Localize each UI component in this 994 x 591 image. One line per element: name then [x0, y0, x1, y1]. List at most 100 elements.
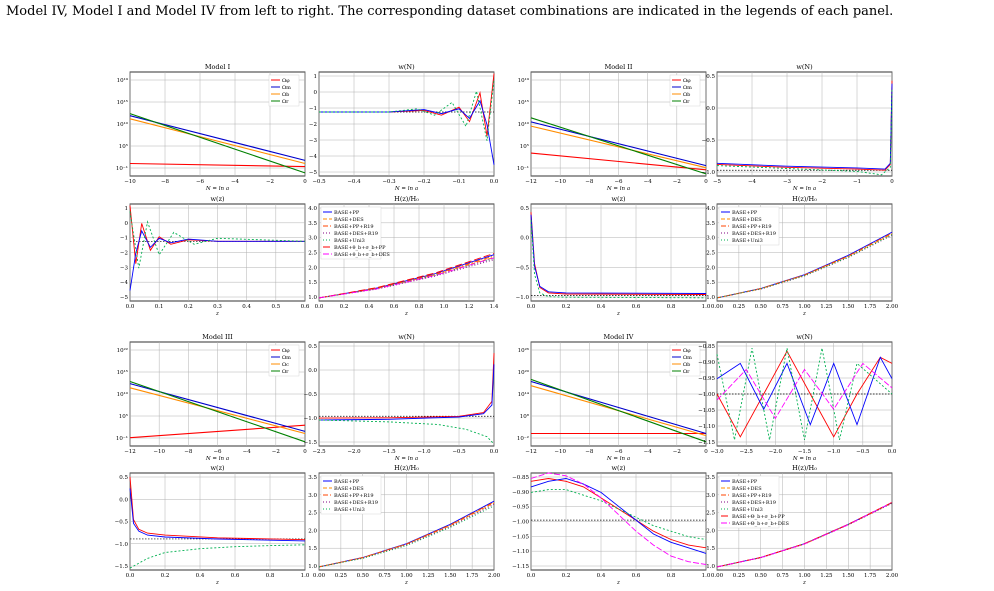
legend-entry: BASE+Uni3	[732, 507, 763, 513]
y-tick-label: 0	[314, 90, 318, 96]
y-tick-label: −1.15	[698, 440, 715, 446]
x-tick-label: 0.0	[126, 573, 135, 579]
x-tick-label: −3.0	[710, 449, 724, 455]
panel-title: H(z)/H₀	[394, 195, 419, 203]
panel-model2-wN: w(N) −5 −4 −3 −2 −1 0 N = ln a 0.5 0.0 −0.5 −1.0	[702, 63, 895, 192]
y-tick-label: −0.5	[702, 138, 716, 144]
panel-model1-wN: w(N) −0.5 −0.4 −0.3 −0.2 −0.1 0.0 N = ln a 1 0 −1 −…	[309, 63, 499, 192]
x-tick-label: 1.0	[301, 573, 310, 579]
y-tick-label: −1.05	[698, 408, 715, 414]
x-tick-label: 0.0	[527, 304, 536, 310]
panel-model1-density: Model I −10 −8 −6 −4 −2 0 N = ln a 10⁻¹ 10⁵ 10¹⁰ 10…	[116, 63, 307, 192]
x-tick-label: 2.00	[488, 573, 501, 579]
y-tick-label: −0.5	[516, 265, 530, 271]
x-axis-label: z	[215, 311, 219, 317]
series-line	[530, 478, 707, 554]
legend-entry: Ωm	[683, 85, 692, 91]
x-tick-label: −2	[272, 449, 280, 455]
series-line	[129, 424, 306, 439]
legend-entry: BASE+DES	[334, 486, 364, 492]
x-tick-label: 0.0	[490, 449, 499, 455]
y-tick-label: −1	[309, 106, 317, 112]
series-line	[319, 99, 495, 165]
y-tick-label: −5	[309, 170, 318, 176]
series-line	[530, 121, 707, 167]
series-line	[716, 350, 893, 438]
y-tick-label: 10⁻²	[517, 435, 529, 442]
legend-entry: BASE+Uni3	[732, 238, 763, 244]
x-tick-label: 0.75	[777, 573, 790, 579]
x-tick-label: 0.6	[632, 573, 641, 579]
figure-caption: Model IV, Model I and Model IV from left…	[6, 4, 894, 19]
x-tick-label: 0.4	[365, 304, 374, 310]
x-tick-label: 0.25	[733, 573, 746, 579]
legend-entry: BASE+PP+R19	[732, 493, 772, 499]
x-tick-label: 1.25	[820, 573, 833, 579]
x-tick-label: 1.0	[440, 304, 449, 310]
legend-entry: Ωb	[683, 92, 690, 98]
y-tick-label: 4.0	[308, 206, 317, 212]
y-tick-label: 3.5	[706, 221, 715, 227]
legend-entry: BASE+PP+R19	[334, 493, 374, 499]
x-tick-label: −4	[231, 179, 240, 185]
legend-entry: Ωφ	[683, 78, 691, 84]
x-axis-label: N = ln a	[606, 456, 630, 462]
x-tick-label: 0.1	[155, 304, 164, 310]
x-tick-label: 0	[890, 179, 894, 185]
x-tick-label: 0.2	[562, 573, 571, 579]
x-tick-label: −10	[153, 449, 165, 455]
y-tick-label: −1.00	[512, 520, 529, 526]
x-tick-label: 0.00	[711, 304, 724, 310]
series-line	[716, 234, 893, 299]
series-line	[530, 489, 707, 540]
y-tick-label: 0.0	[520, 236, 529, 242]
y-tick-label: 0.0	[706, 106, 715, 112]
panel-title: w(N)	[398, 333, 415, 341]
x-tick-label: 0.0	[315, 304, 324, 310]
y-tick-label: 1	[125, 206, 129, 212]
x-tick-label: 0.00	[313, 573, 326, 579]
y-tick-label: 0.5	[520, 206, 529, 212]
y-tick-label: 1.0	[706, 564, 715, 570]
y-tick-label: 1.0	[308, 295, 317, 301]
x-tick-label: −2.0	[347, 449, 361, 455]
x-tick-label: 0.25	[335, 573, 348, 579]
x-tick-label: −10	[554, 179, 566, 185]
x-tick-label: 0.0	[527, 573, 536, 579]
y-tick-label: 10¹⁵	[518, 99, 529, 106]
x-tick-label: 0.2	[340, 304, 349, 310]
x-tick-label: 0.2	[184, 304, 193, 310]
y-tick-label: 10¹⁹	[518, 77, 530, 84]
y-tick-label: 3.0	[706, 236, 715, 242]
x-tick-label: −8	[585, 179, 594, 185]
x-tick-label: 0.2	[562, 304, 571, 310]
x-tick-label: −8	[184, 449, 193, 455]
series-line	[716, 356, 893, 426]
y-tick-label: −1.15	[512, 564, 529, 570]
x-tick-label: 0.6	[390, 304, 399, 310]
legend-entry: BASE+PP	[334, 210, 360, 216]
series-line	[318, 419, 495, 445]
series-line	[530, 478, 707, 549]
y-tick-label: 10¹⁹	[117, 77, 129, 84]
series-line	[318, 252, 495, 299]
y-tick-label: 1.0	[308, 564, 317, 570]
x-tick-label: 1.25	[820, 304, 833, 310]
y-tick-label: 10¹⁵	[117, 99, 128, 106]
series-line	[716, 502, 893, 568]
legend-entry: Ωr	[282, 369, 289, 375]
y-tick-label: 1.0	[706, 295, 715, 301]
y-tick-label: −2	[120, 251, 128, 257]
plot-frame	[716, 71, 893, 177]
x-tick-label: −2.0	[769, 449, 783, 455]
panel-title: w(z)	[210, 195, 225, 203]
legend-entry: BASE+DES+R19	[732, 500, 776, 506]
y-tick-label: −0.95	[698, 376, 715, 382]
x-tick-label: 0	[704, 449, 708, 455]
x-tick-label: 1.75	[864, 573, 877, 579]
y-tick-label: 3.5	[706, 475, 715, 481]
y-tick-label: 10²⁶	[518, 347, 530, 354]
x-tick-label: −8	[161, 179, 170, 185]
y-tick-label: 2.0	[706, 265, 715, 271]
x-tick-label: 0.00	[711, 573, 724, 579]
